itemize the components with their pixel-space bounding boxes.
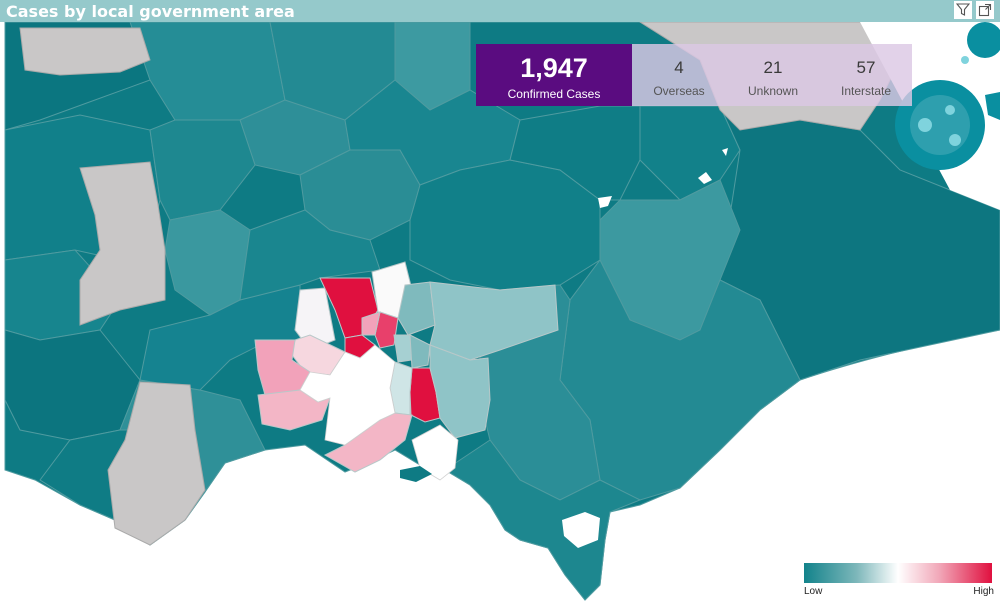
kpi-confirmed-cases: 1,947 Confirmed Cases <box>476 44 632 106</box>
lga-choropleth-map[interactable] <box>0 22 1000 613</box>
lake-eildon <box>698 172 712 184</box>
port-phillip-bay <box>299 344 396 446</box>
filter-icon[interactable] <box>954 1 972 19</box>
lga-region[interactable] <box>239 209 381 301</box>
kpi-unknown-value: 21 <box>763 58 783 77</box>
focus-mode-icon[interactable] <box>976 1 994 19</box>
lga-region[interactable] <box>361 311 381 336</box>
kpi-unknown: 21 Unknown <box>726 44 820 106</box>
lga-region[interactable] <box>409 159 601 291</box>
reservoir <box>722 148 728 156</box>
wilsons-inlet <box>562 512 600 548</box>
legend-high-label: High <box>973 586 994 597</box>
kpi-unknown-label: Unknown <box>747 84 799 98</box>
lga-region[interactable] <box>149 119 256 221</box>
virus-illustration <box>895 22 1000 170</box>
kpi-confirmed-value: 1,947 <box>520 53 588 83</box>
lga-no-data <box>19 27 151 76</box>
kpi-interstate-label: Interstate <box>840 84 892 98</box>
kpi-overseas-value: 4 <box>674 58 684 77</box>
kpi-interstate-value: 57 <box>856 58 876 77</box>
color-scale-legend: Low High <box>804 563 994 597</box>
lga-no-data <box>107 381 206 546</box>
legend-low-label: Low <box>804 586 823 597</box>
kpi-overseas-label: Overseas <box>653 84 705 98</box>
gippsland-lakes <box>598 196 612 208</box>
kpi-overseas: 4 Overseas <box>632 44 726 106</box>
french-island <box>430 454 450 466</box>
lga-region[interactable] <box>429 344 491 439</box>
lga-region[interactable] <box>409 334 431 369</box>
phillip-island <box>400 466 432 482</box>
kpi-confirmed-label: Confirmed Cases <box>507 87 601 101</box>
legend-gradient-bar <box>804 563 992 583</box>
lga-region[interactable] <box>444 439 642 601</box>
lga-region[interactable] <box>397 281 436 336</box>
visual-header: Cases by local government area <box>0 0 1000 22</box>
visual-header-icons <box>954 1 994 19</box>
lga-no-data <box>79 161 166 326</box>
visual-title: Cases by local government area <box>6 1 295 21</box>
kpi-interstate: 57 Interstate <box>820 44 912 106</box>
lga-region[interactable] <box>429 281 559 361</box>
